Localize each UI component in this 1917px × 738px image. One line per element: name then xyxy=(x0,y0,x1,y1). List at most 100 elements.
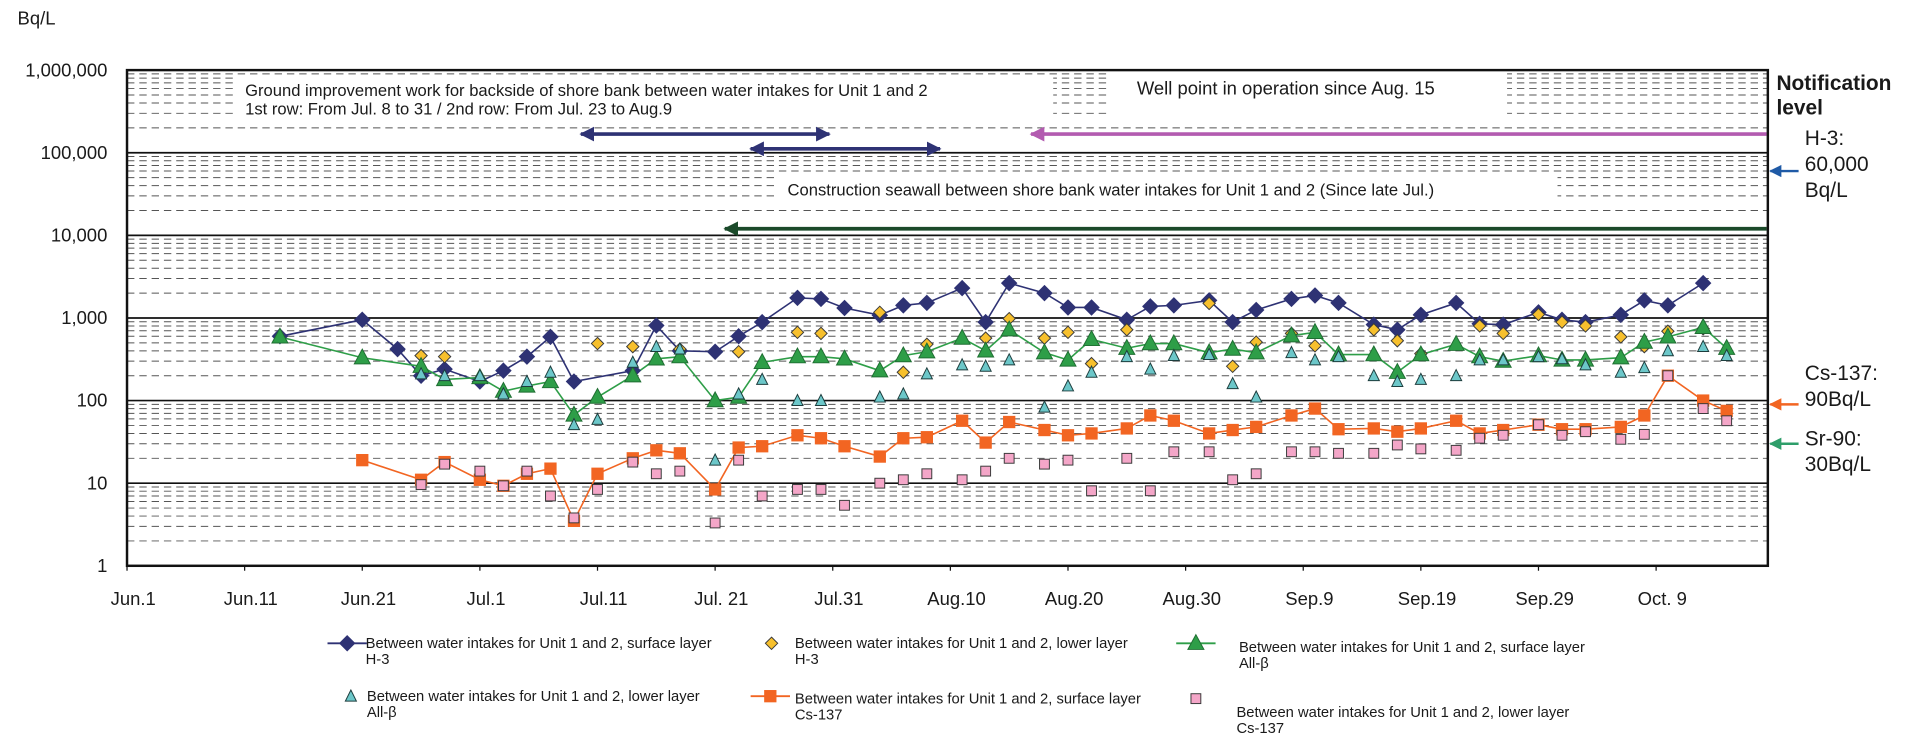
notification-label: Sr-90: 30Bq/L xyxy=(1805,427,1871,476)
data-point xyxy=(356,454,369,467)
data-point xyxy=(1283,290,1300,308)
data-point xyxy=(1391,439,1403,451)
x-tick-label: Oct. 9 xyxy=(1638,588,1687,609)
data-point xyxy=(1497,429,1509,441)
data-point xyxy=(414,366,428,380)
data-point xyxy=(1613,330,1628,344)
data-point xyxy=(1697,403,1709,414)
data-point xyxy=(1333,447,1344,459)
data-point xyxy=(673,341,687,355)
data-point xyxy=(1472,319,1487,333)
data-point xyxy=(896,365,911,380)
data-point xyxy=(812,347,830,364)
legend-item: Between water intakes for Unit 1 and 2, … xyxy=(1190,693,1569,737)
data-point xyxy=(1224,313,1241,331)
data-point xyxy=(1694,274,1712,292)
data-point xyxy=(671,347,689,364)
data-point xyxy=(1533,419,1544,431)
y-tick-label: 10 xyxy=(87,472,108,493)
legend-item: Between water intakes for Unit 1 and 2, … xyxy=(764,636,1128,668)
data-point xyxy=(872,305,887,320)
data-point xyxy=(1447,294,1465,312)
data-point xyxy=(792,484,803,495)
data-point xyxy=(626,355,640,368)
data-point xyxy=(1167,414,1181,427)
data-point xyxy=(1202,347,1216,361)
data-point xyxy=(1142,298,1159,315)
data-point xyxy=(1059,350,1077,367)
annotation-box xyxy=(775,172,1558,207)
data-point xyxy=(1579,357,1592,371)
data-point xyxy=(953,279,971,297)
data-point xyxy=(1390,374,1404,387)
data-point xyxy=(920,431,933,444)
data-point xyxy=(1086,485,1097,497)
y-axis-label: Bq/L xyxy=(18,8,56,29)
data-point xyxy=(1390,333,1405,348)
data-point xyxy=(1226,423,1239,437)
data-point xyxy=(1368,447,1380,459)
data-point xyxy=(1555,351,1569,365)
data-point xyxy=(1309,446,1321,458)
data-point xyxy=(1061,378,1075,392)
data-point xyxy=(897,432,910,445)
data-point xyxy=(271,327,289,344)
data-point xyxy=(753,313,771,331)
data-point xyxy=(1638,428,1650,440)
data-point xyxy=(1614,365,1628,378)
data-point xyxy=(1083,299,1100,316)
data-point xyxy=(1449,368,1463,382)
data-point xyxy=(1038,400,1051,413)
data-point xyxy=(791,429,804,442)
data-point xyxy=(1061,429,1075,442)
data-point xyxy=(544,365,557,378)
data-point xyxy=(1247,343,1266,360)
data-point xyxy=(1638,409,1651,422)
data-point xyxy=(1414,372,1428,385)
data-point xyxy=(1306,322,1324,339)
data-point xyxy=(897,474,909,486)
data-point xyxy=(791,393,804,406)
data-point xyxy=(1225,359,1240,374)
data-point xyxy=(1285,345,1298,359)
x-tick-label: Jul.31 xyxy=(814,588,863,609)
data-point xyxy=(1308,352,1322,366)
notification-title: Notification level xyxy=(1776,72,1891,120)
notification-label: H-3: 60,000 Bq/L xyxy=(1805,127,1869,202)
data-point xyxy=(1556,429,1568,441)
data-point xyxy=(789,289,806,307)
data-point xyxy=(1003,415,1016,429)
legend-marker xyxy=(764,690,777,703)
data-point xyxy=(1330,294,1347,312)
x-tick-label: Sep.9 xyxy=(1285,588,1333,609)
data-point xyxy=(896,386,910,400)
data-point xyxy=(1306,287,1324,304)
data-point xyxy=(1662,370,1674,382)
data-point xyxy=(647,349,666,366)
data-point xyxy=(1496,326,1511,341)
data-point xyxy=(1415,443,1427,455)
notification-label: Cs-137: 90Bq/L xyxy=(1805,362,1878,411)
data-point xyxy=(567,417,581,431)
x-tick-label: Aug.20 xyxy=(1045,588,1103,609)
data-point xyxy=(753,352,771,370)
data-point xyxy=(1496,352,1510,366)
data-point xyxy=(625,339,640,354)
data-point xyxy=(473,473,487,486)
data-point xyxy=(1144,485,1156,497)
data-point xyxy=(1120,349,1134,363)
data-point xyxy=(918,342,936,359)
data-point xyxy=(815,484,827,495)
data-point xyxy=(733,454,745,466)
data-point xyxy=(650,444,663,457)
data-point xyxy=(812,290,830,308)
x-tick-label: Sep.29 xyxy=(1515,588,1573,609)
annotation-box xyxy=(1109,70,1508,127)
x-tick-label: Jul.11 xyxy=(580,588,628,609)
data-point xyxy=(1250,468,1262,480)
data-point xyxy=(708,483,722,496)
data-point xyxy=(1555,315,1569,329)
data-point xyxy=(1039,458,1050,470)
data-point xyxy=(1449,414,1463,427)
